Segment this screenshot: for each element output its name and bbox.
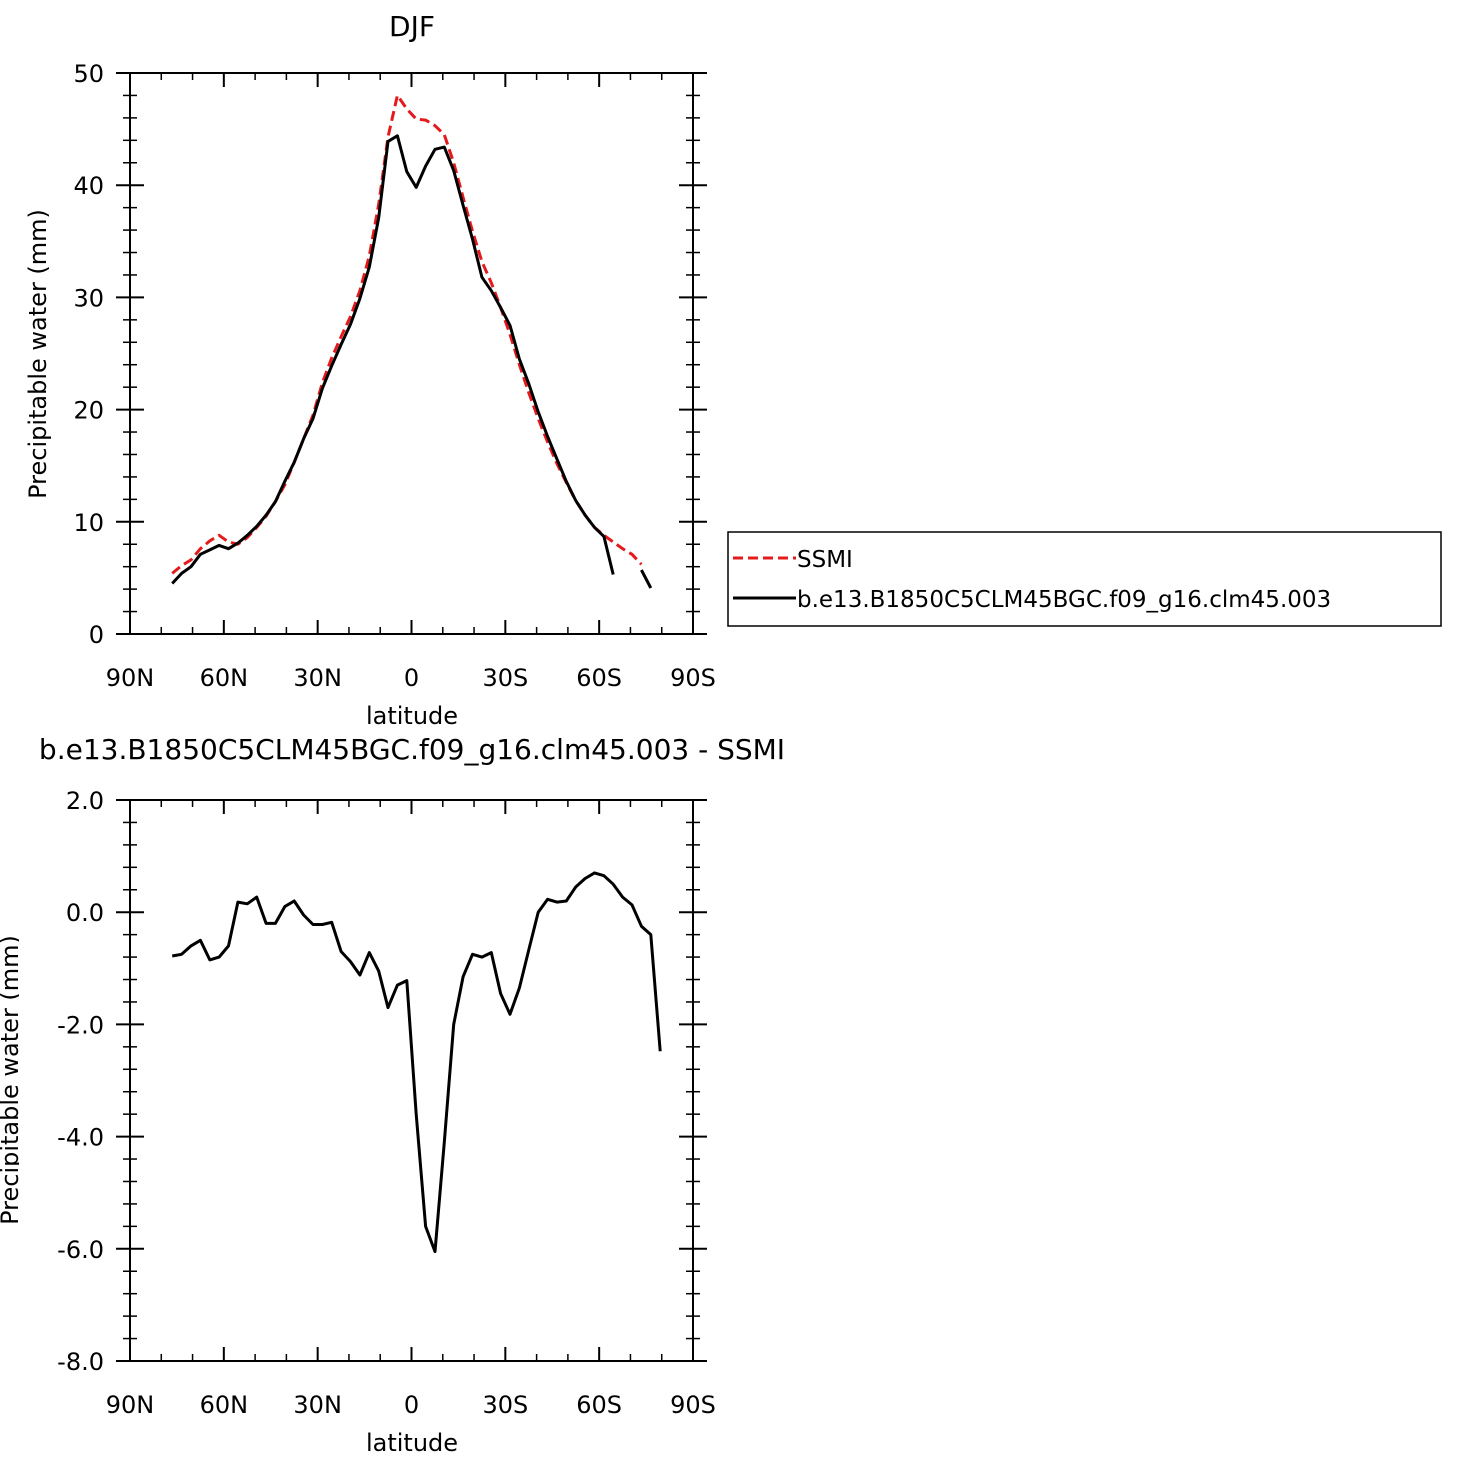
x-tick-label: 90N bbox=[106, 664, 155, 692]
x-tick-label: 60S bbox=[576, 1391, 622, 1419]
x-tick-label: 30S bbox=[482, 1391, 528, 1419]
y-tick-label: -4.0 bbox=[57, 1124, 104, 1152]
y-tick-label: 30 bbox=[73, 284, 104, 312]
y-tick-label: -8.0 bbox=[57, 1348, 104, 1376]
top-chart-title: DJF bbox=[389, 10, 435, 43]
y-tick-label: 0 bbox=[89, 621, 104, 649]
model-series-line bbox=[171, 134, 615, 585]
x-tick-label: 30N bbox=[293, 664, 342, 692]
y-tick-label: -2.0 bbox=[57, 1011, 104, 1039]
x-tick-label: 30N bbox=[293, 1391, 342, 1419]
difference-series-line bbox=[171, 871, 662, 1254]
x-tick-label: 60S bbox=[576, 664, 622, 692]
y-tick-label: 0.0 bbox=[66, 899, 104, 927]
y-tick-label: -6.0 bbox=[57, 1236, 104, 1264]
legend: SSMI b.e13.B1850C5CLM45BGC.f09_g16.clm45… bbox=[727, 531, 1442, 627]
x-tick-label: 60N bbox=[200, 1391, 249, 1419]
legend-label-ssmi: SSMI bbox=[797, 547, 853, 573]
y-tick-label: 40 bbox=[73, 172, 104, 200]
y-tick-label: 10 bbox=[73, 509, 104, 537]
bottom-panel: b.e13.B1850C5CLM45BGC.f09_g16.clm45.003 … bbox=[0, 733, 785, 1457]
top-panel: DJF 90N 60N 30N 0 30S 60S 90S 0 10 20 30 40 50 latit… bbox=[24, 10, 716, 730]
x-tick-label: 60N bbox=[200, 664, 249, 692]
top-x-axis-label: latitude bbox=[366, 702, 458, 730]
y-tick-label: 20 bbox=[73, 397, 104, 425]
legend-box bbox=[727, 531, 1442, 627]
y-tick-label: 2.0 bbox=[66, 787, 104, 815]
bottom-chart-title: b.e13.B1850C5CLM45BGC.f09_g16.clm45.003 … bbox=[39, 733, 785, 766]
x-tick-label: 0 bbox=[404, 1391, 419, 1419]
x-tick-label: 90S bbox=[670, 1391, 716, 1419]
top-y-axis-label: Precipitable water (mm) bbox=[24, 209, 52, 499]
y-tick-label: 50 bbox=[73, 60, 104, 88]
x-tick-label: 0 bbox=[404, 664, 419, 692]
bottom-x-axis-label: latitude bbox=[366, 1429, 458, 1457]
x-tick-label: 90N bbox=[106, 1391, 155, 1419]
bottom-y-axis-label: Precipitable water (mm) bbox=[0, 935, 24, 1225]
bottom-plot-frame bbox=[129, 799, 694, 1362]
legend-label-model: b.e13.B1850C5CLM45BGC.f09_g16.clm45.003 bbox=[797, 587, 1331, 613]
model-series-line bbox=[640, 569, 653, 589]
x-tick-label: 30S bbox=[482, 664, 528, 692]
x-tick-label: 90S bbox=[670, 664, 716, 692]
